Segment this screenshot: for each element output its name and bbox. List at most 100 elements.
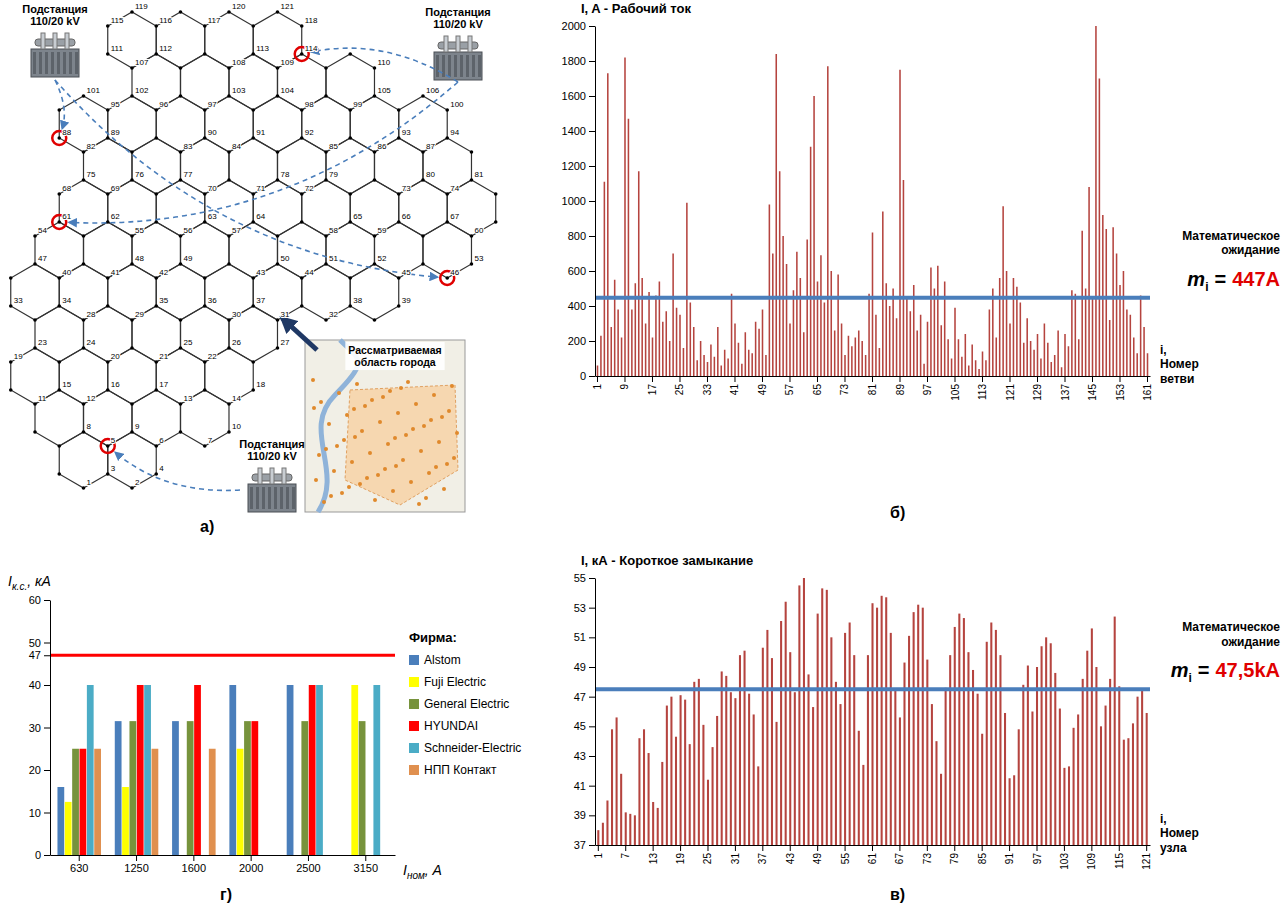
bar xyxy=(894,691,896,845)
vertex xyxy=(203,388,207,392)
mean-relation: = xyxy=(1215,268,1227,290)
hexagon xyxy=(108,264,156,320)
transformer-fin xyxy=(460,55,463,77)
bar xyxy=(855,338,857,377)
node-label: 104 xyxy=(280,86,294,95)
node-label: 113 xyxy=(256,44,269,53)
hexagon xyxy=(11,348,59,404)
node-label: 59 xyxy=(377,226,386,235)
bar xyxy=(676,308,678,376)
tick: 43 xyxy=(785,845,796,864)
vertex xyxy=(276,10,280,14)
bar xyxy=(755,322,757,376)
vertex xyxy=(470,178,474,182)
vertex xyxy=(33,234,37,238)
vertex xyxy=(130,234,134,238)
bar xyxy=(793,290,795,376)
bar xyxy=(771,658,773,845)
transformer-bushing xyxy=(258,468,262,484)
substation-label: Подстанция110/20 kV xyxy=(239,438,305,462)
bar xyxy=(782,236,784,376)
tick: 43 xyxy=(574,750,595,762)
node-label: 85 xyxy=(329,142,338,151)
tick-label: 129 xyxy=(1032,384,1043,401)
tick-label: 161 xyxy=(1142,384,1153,401)
hexagon xyxy=(83,390,131,446)
tick: 41 xyxy=(574,780,595,792)
node-label: 36 xyxy=(208,296,217,305)
tick-mark xyxy=(589,271,595,272)
bar xyxy=(807,674,809,845)
bar xyxy=(827,66,829,376)
hexagon xyxy=(156,348,204,404)
city-dot xyxy=(422,424,426,428)
node-label: 29 xyxy=(135,310,144,319)
vertex xyxy=(179,150,183,154)
vertex xyxy=(373,234,377,238)
bar xyxy=(1022,685,1024,845)
bar xyxy=(981,734,983,845)
bar xyxy=(628,119,630,376)
bar xyxy=(661,762,663,845)
vertex xyxy=(82,486,86,490)
vertex xyxy=(9,304,13,308)
tick-mark xyxy=(927,845,928,851)
vertex xyxy=(106,24,110,28)
city-dot xyxy=(406,380,410,384)
vertex xyxy=(227,318,231,322)
substation-label-line: 110/20 kV xyxy=(247,450,297,462)
bar xyxy=(373,685,380,855)
hexagon xyxy=(229,222,277,278)
tick: 37 xyxy=(757,845,768,864)
tick: 19 xyxy=(675,845,686,864)
bar xyxy=(989,310,991,377)
bar xyxy=(629,814,631,845)
x-axis-title: Iном, A xyxy=(403,862,442,881)
bar xyxy=(1077,714,1079,845)
node-label: 35 xyxy=(159,296,168,305)
bar xyxy=(1027,666,1029,845)
bar xyxy=(1047,343,1049,376)
tick-label: 30 xyxy=(29,722,41,734)
bar xyxy=(1095,667,1097,845)
bar xyxy=(734,698,736,845)
tick-mark xyxy=(589,61,595,62)
tick-mark xyxy=(589,341,595,342)
bar xyxy=(129,721,136,855)
hexagon xyxy=(132,138,180,194)
mean-value-label: 447A xyxy=(1232,268,1280,290)
vertex xyxy=(130,66,134,70)
tick-label: 7 xyxy=(620,853,631,859)
transformer-fin xyxy=(45,52,48,74)
vertex xyxy=(154,388,158,392)
node-label: 61 xyxy=(62,212,71,221)
tick-label: 41 xyxy=(574,780,586,792)
vertex xyxy=(300,52,304,56)
bar xyxy=(1002,206,1004,376)
bar xyxy=(916,331,918,377)
city-dot xyxy=(411,427,415,431)
panel-letter: в) xyxy=(890,886,905,903)
bar xyxy=(995,338,997,377)
bar xyxy=(812,707,814,845)
bar xyxy=(702,725,704,845)
bar xyxy=(229,685,236,855)
bar xyxy=(1085,289,1087,377)
tick: 0 xyxy=(35,849,50,861)
feed-arrow xyxy=(69,82,458,223)
bar xyxy=(720,366,722,377)
bar xyxy=(992,289,994,377)
transformer-fin xyxy=(57,52,60,74)
transformer-tank xyxy=(248,484,296,512)
legend-title: Фирма: xyxy=(409,630,457,645)
chart-panel: 3739414345474951535517131925313743495561… xyxy=(574,553,1281,903)
tick-label: 10 xyxy=(29,807,41,819)
bar xyxy=(716,716,718,845)
city-dot xyxy=(376,473,380,477)
vertex xyxy=(348,276,352,280)
axis-title-part: , A xyxy=(425,862,442,878)
vertex xyxy=(106,444,110,448)
vertex xyxy=(300,24,304,28)
tick-label: 51 xyxy=(574,631,586,643)
tick: 630 xyxy=(70,855,88,874)
